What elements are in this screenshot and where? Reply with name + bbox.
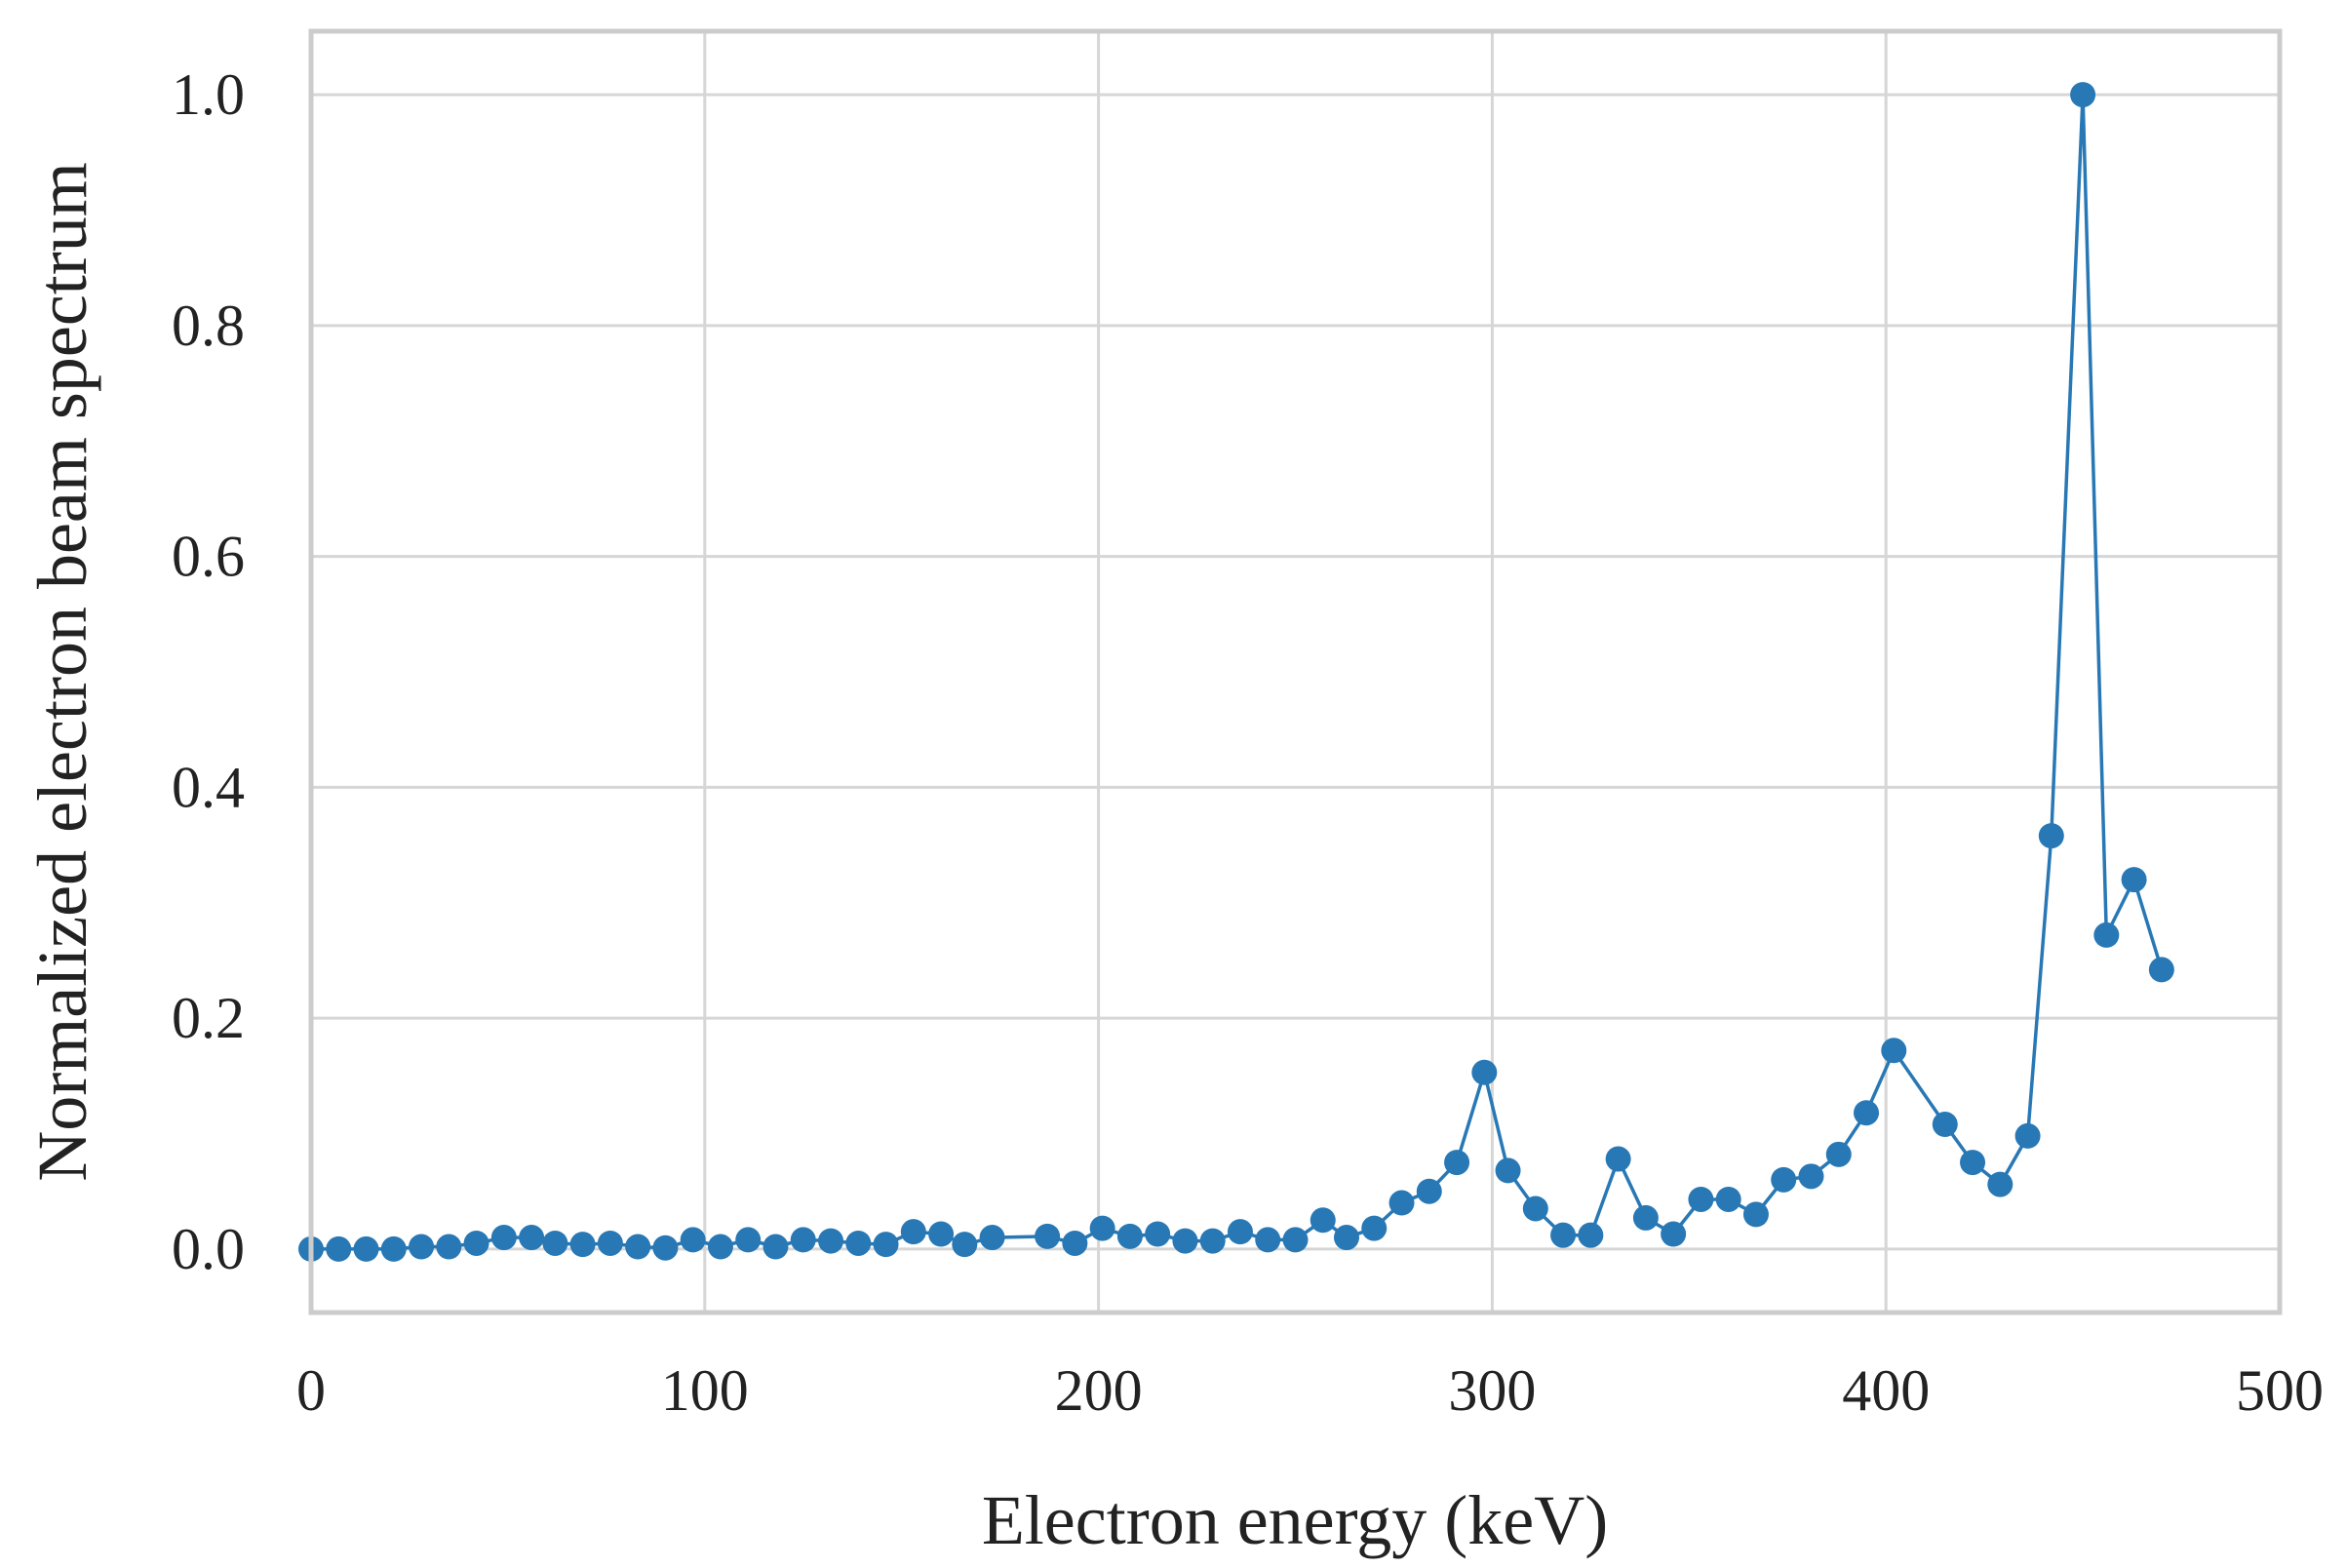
data-point — [1578, 1222, 1604, 1248]
data-point — [1255, 1227, 1281, 1253]
data-point — [928, 1221, 955, 1247]
series-line-spectrum — [311, 93, 2164, 1251]
data-point — [409, 1234, 435, 1260]
data-point — [1035, 1223, 1061, 1249]
data-point — [1932, 1112, 1958, 1138]
y-tick-label: 0.2 — [172, 986, 245, 1050]
data-point — [2093, 921, 2120, 948]
x-axis-label: Electron energy (keV) — [982, 1481, 1608, 1559]
data-point — [1116, 1223, 1143, 1249]
data-point — [542, 1230, 568, 1256]
data-point — [1715, 1186, 1741, 1212]
x-tick-labels: 0 100 200 300 400 500 — [296, 1358, 2324, 1423]
y-tick-labels: 0.0 0.2 0.4 0.6 0.8 1.0 — [172, 62, 245, 1281]
data-point — [1960, 1150, 1986, 1176]
data-point — [1688, 1186, 1714, 1212]
data-point — [1333, 1225, 1359, 1251]
y-tick-label: 1.0 — [172, 62, 245, 127]
data-point — [463, 1230, 489, 1256]
y-tick-label: 0.4 — [172, 755, 245, 819]
data-point — [2070, 82, 2096, 108]
data-point — [1282, 1227, 1309, 1253]
data-point — [707, 1234, 733, 1260]
data-point — [519, 1225, 545, 1251]
data-point — [1471, 1059, 1498, 1085]
data-point — [1605, 1146, 1631, 1172]
data-point — [735, 1227, 762, 1253]
data-point — [490, 1225, 517, 1251]
x-tick-label: 0 — [296, 1358, 326, 1423]
data-point — [2014, 1122, 2041, 1149]
data-point — [1825, 1141, 1852, 1167]
data-point — [952, 1232, 978, 1258]
data-point — [845, 1230, 872, 1256]
data-point — [1987, 1171, 2014, 1197]
x-tick-label: 400 — [1842, 1358, 1930, 1423]
data-point — [1550, 1222, 1577, 1248]
data-point — [762, 1234, 789, 1260]
y-axis-label: Normalized electron beam spectrum — [23, 162, 101, 1182]
data-point — [2038, 823, 2064, 849]
x-tick-label: 100 — [661, 1358, 749, 1423]
data-point — [1227, 1219, 1253, 1245]
data-point — [1388, 1190, 1415, 1216]
data-point — [1062, 1230, 1088, 1256]
data-point — [979, 1225, 1005, 1251]
data-point — [1145, 1221, 1171, 1247]
data-point — [2148, 957, 2174, 983]
data-point — [1854, 1100, 1880, 1126]
x-tick-label: 300 — [1448, 1358, 1536, 1423]
data-point — [380, 1235, 407, 1262]
data-point — [326, 1235, 352, 1262]
data-point — [1089, 1215, 1115, 1241]
data-point — [1199, 1228, 1226, 1254]
data-point — [1495, 1157, 1521, 1184]
grid-lines — [309, 31, 2282, 1313]
data-point — [1881, 1038, 1907, 1064]
data-point — [597, 1230, 623, 1256]
data-point — [1361, 1215, 1388, 1241]
data-point — [1771, 1166, 1797, 1193]
data-point — [2121, 867, 2147, 893]
data-point — [1632, 1204, 1659, 1231]
data-point — [652, 1235, 679, 1261]
data-point — [353, 1235, 379, 1262]
plot-frame — [308, 28, 2283, 1315]
data-point — [790, 1227, 816, 1253]
data-point — [1661, 1221, 1687, 1247]
data-point — [873, 1232, 899, 1258]
data-point — [900, 1219, 926, 1245]
data-point — [1798, 1163, 1824, 1190]
data-point — [1742, 1201, 1769, 1228]
data-point — [1416, 1178, 1442, 1204]
data-point — [818, 1228, 844, 1254]
y-tick-label: 0.0 — [172, 1217, 245, 1281]
data-point — [1444, 1150, 1470, 1176]
x-tick-label: 500 — [2236, 1358, 2324, 1423]
y-tick-label: 0.8 — [172, 294, 245, 358]
x-tick-label: 200 — [1055, 1358, 1143, 1423]
data-point — [625, 1234, 651, 1260]
data-point — [1310, 1207, 1336, 1234]
spectrum-series — [298, 82, 2174, 1262]
data-point — [680, 1227, 706, 1253]
data-point — [569, 1232, 596, 1258]
data-point — [436, 1234, 462, 1260]
y-tick-label: 0.6 — [172, 525, 245, 589]
data-point — [1172, 1228, 1198, 1254]
data-point — [1522, 1196, 1548, 1222]
